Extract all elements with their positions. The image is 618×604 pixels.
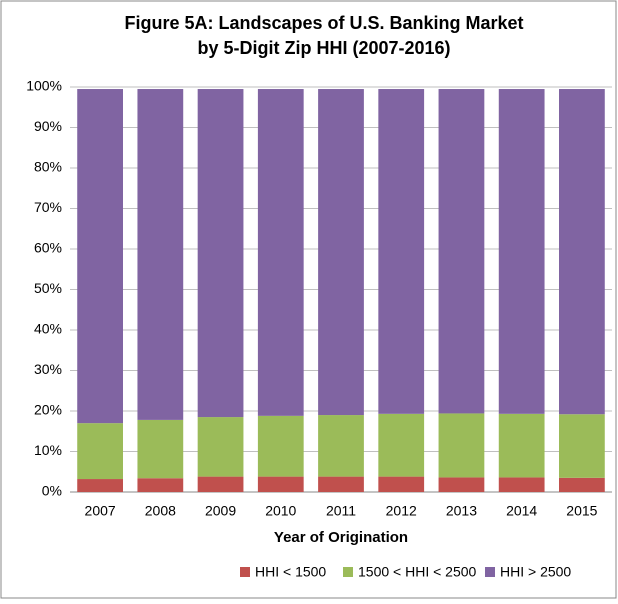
- bar-segment: [137, 419, 184, 479]
- bar-segment: [197, 417, 244, 477]
- x-tick-label: 2009: [205, 503, 236, 519]
- bar-segment: [137, 89, 184, 420]
- legend-label: HHI < 1500: [255, 564, 326, 580]
- bar-segment: [318, 476, 364, 492]
- x-axis-title: Year of Origination: [274, 529, 408, 546]
- bar-segment: [438, 413, 485, 478]
- y-tick-label: 0%: [42, 483, 62, 499]
- y-tick-label: 90%: [34, 118, 62, 134]
- bar-segment: [318, 415, 364, 477]
- x-tick-label: 2011: [326, 503, 356, 519]
- bar-segment: [77, 89, 123, 424]
- chart-title: by 5-Digit Zip HHI (2007-2016): [197, 38, 450, 58]
- y-tick-label: 50%: [34, 280, 62, 296]
- x-tick-label: 2015: [566, 503, 597, 519]
- bar-segment: [257, 415, 304, 477]
- legend-swatch: [240, 567, 250, 577]
- legend-label: HHI > 2500: [500, 564, 571, 580]
- bar-segment: [438, 477, 485, 492]
- x-tick-label: 2014: [506, 503, 537, 519]
- bar-segment: [438, 89, 485, 414]
- bar-segment: [257, 476, 304, 492]
- bar-segment: [257, 89, 304, 416]
- x-tick-label: 2012: [386, 503, 417, 519]
- bar-segment: [498, 413, 545, 478]
- legend-label: 1500 < HHI < 2500: [358, 564, 477, 580]
- bar-segment: [498, 89, 545, 414]
- bar-segment: [559, 477, 605, 492]
- y-tick-label: 30%: [34, 361, 62, 377]
- y-tick-label: 20%: [34, 402, 62, 418]
- bar-segment: [378, 476, 425, 492]
- y-tick-label: 100%: [26, 78, 62, 94]
- bar-segment: [378, 413, 425, 477]
- bar-segment: [559, 89, 605, 415]
- y-tick-label: 60%: [34, 240, 62, 256]
- y-tick-label: 80%: [34, 159, 62, 175]
- bar-segment: [559, 414, 605, 478]
- bar-segment: [378, 89, 425, 414]
- legend-swatch: [485, 567, 495, 577]
- bar-segment: [498, 477, 545, 492]
- bar-segment: [197, 476, 244, 492]
- bar-segment: [197, 89, 244, 418]
- x-tick-label: 2010: [265, 503, 296, 519]
- bar-segment: [77, 423, 123, 480]
- chart-title: Figure 5A: Landscapes of U.S. Banking Ma…: [124, 13, 523, 33]
- x-tick-label: 2013: [446, 503, 477, 519]
- x-tick-label: 2008: [145, 503, 176, 519]
- y-tick-label: 70%: [34, 199, 62, 215]
- bar-segment: [318, 89, 364, 416]
- bar-segment: [77, 479, 123, 492]
- bar-segment: [137, 478, 184, 492]
- y-tick-label: 40%: [34, 321, 62, 337]
- legend-swatch: [343, 567, 353, 577]
- x-tick-label: 2007: [85, 503, 116, 519]
- y-tick-label: 10%: [34, 442, 62, 458]
